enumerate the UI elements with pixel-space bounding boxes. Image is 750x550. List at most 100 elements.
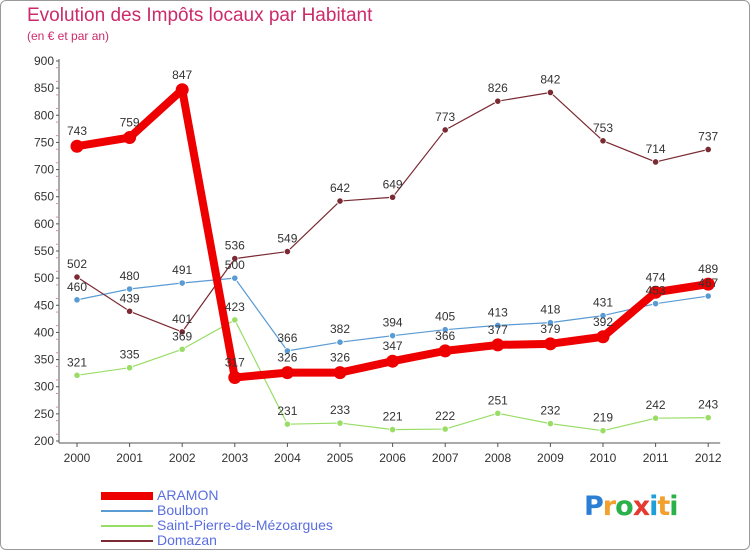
- x-tick-label: 2009: [537, 451, 564, 465]
- data-point: [388, 425, 397, 434]
- data-label: 431: [593, 296, 613, 310]
- data-label: 649: [383, 177, 403, 191]
- data-label: 753: [593, 121, 613, 135]
- data-label: 366: [435, 329, 455, 343]
- y-tick-label: 650: [34, 190, 54, 204]
- data-label: 826: [488, 81, 508, 95]
- chart-title: Evolution des Impôts locaux par Habitant: [27, 5, 373, 26]
- data-point: [494, 97, 502, 105]
- data-label: 418: [540, 303, 560, 317]
- logo-letter: x: [632, 491, 650, 522]
- y-tick-label: 200: [34, 434, 54, 448]
- y-tick-label: 300: [34, 380, 54, 394]
- data-point: [231, 274, 239, 282]
- legend-label: Saint-Pierre-de-Mézoargues: [157, 517, 333, 533]
- data-label: 366: [277, 331, 297, 345]
- data-label: 335: [120, 348, 140, 362]
- data-point: [231, 316, 239, 324]
- data-point: [388, 332, 397, 340]
- y-tick-label: 550: [34, 244, 54, 258]
- data-point: [599, 427, 607, 435]
- x-tick-label: 2010: [590, 451, 617, 465]
- data-point: [649, 285, 663, 299]
- x-tick-label: 2003: [221, 451, 248, 465]
- data-point: [126, 285, 134, 293]
- data-label: 453: [646, 284, 666, 298]
- data-point: [441, 326, 449, 334]
- data-label: 460: [67, 280, 87, 294]
- data-point: [123, 131, 137, 145]
- data-point: [491, 338, 505, 352]
- legend-label: Domazan: [157, 532, 217, 548]
- data-label: 251: [488, 393, 508, 407]
- x-tick-label: 2004: [274, 451, 301, 465]
- data-label: 219: [593, 411, 613, 425]
- x-tick-label: 2007: [432, 451, 459, 465]
- data-point: [73, 371, 81, 379]
- data-label: 243: [698, 398, 718, 412]
- data-label: 489: [698, 262, 718, 276]
- data-label: 423: [225, 300, 245, 314]
- data-point: [494, 409, 502, 417]
- y-tick-label: 500: [34, 271, 54, 285]
- data-point: [704, 292, 712, 300]
- x-tick-label: 2000: [64, 451, 91, 465]
- legend-label: Boulbon: [157, 502, 209, 518]
- data-point: [283, 247, 291, 256]
- y-tick-label: 350: [34, 353, 54, 367]
- data-point: [599, 311, 607, 320]
- logo-letter: r: [602, 491, 616, 522]
- data-label: 369: [172, 329, 192, 343]
- data-point: [333, 366, 347, 380]
- data-point: [704, 145, 712, 154]
- data-point: [651, 158, 660, 166]
- data-label: 536: [225, 239, 245, 253]
- data-label: 549: [277, 232, 297, 246]
- data-label: 222: [435, 409, 455, 423]
- data-label: 394: [383, 316, 403, 330]
- data-point: [70, 139, 84, 153]
- data-point: [283, 347, 291, 355]
- data-label: 714: [646, 142, 666, 156]
- legend-line-swatch: [101, 510, 153, 512]
- logo-letter: o: [615, 491, 634, 522]
- data-label: 743: [67, 124, 87, 138]
- data-label: 759: [120, 116, 140, 130]
- data-label: 480: [120, 269, 140, 283]
- data-point: [704, 414, 712, 422]
- legend-line-swatch: [101, 540, 153, 542]
- data-point: [441, 126, 449, 134]
- data-label: 401: [172, 312, 192, 326]
- data-point: [546, 420, 555, 428]
- data-point: [651, 300, 660, 308]
- legend-line-swatch: [101, 525, 153, 527]
- data-point: [228, 370, 242, 384]
- data-point: [231, 255, 239, 263]
- logo-letter: i: [649, 491, 658, 522]
- data-label: 379: [540, 322, 560, 336]
- y-tick-label: 900: [34, 54, 54, 68]
- data-point: [441, 425, 449, 433]
- data-label: 773: [435, 110, 455, 124]
- data-label: 491: [172, 263, 192, 277]
- data-label: 642: [330, 181, 350, 195]
- x-tick-label: 2006: [379, 451, 406, 465]
- data-label: 231: [277, 404, 297, 418]
- y-tick-label: 250: [34, 407, 54, 421]
- proxiti-logo: Proxiti: [584, 491, 679, 522]
- data-point: [701, 277, 715, 291]
- data-point: [494, 321, 502, 329]
- data-point: [73, 296, 81, 304]
- data-label: 842: [540, 72, 560, 86]
- data-label: 221: [383, 410, 403, 424]
- data-label: 500: [225, 258, 245, 272]
- data-label: 326: [277, 351, 297, 365]
- data-point: [73, 273, 81, 281]
- logo-letter: P: [584, 491, 604, 522]
- data-point: [283, 420, 291, 428]
- logo-letter: t: [657, 491, 670, 522]
- data-point: [651, 414, 660, 422]
- data-label: 232: [540, 404, 560, 418]
- data-point: [126, 307, 134, 315]
